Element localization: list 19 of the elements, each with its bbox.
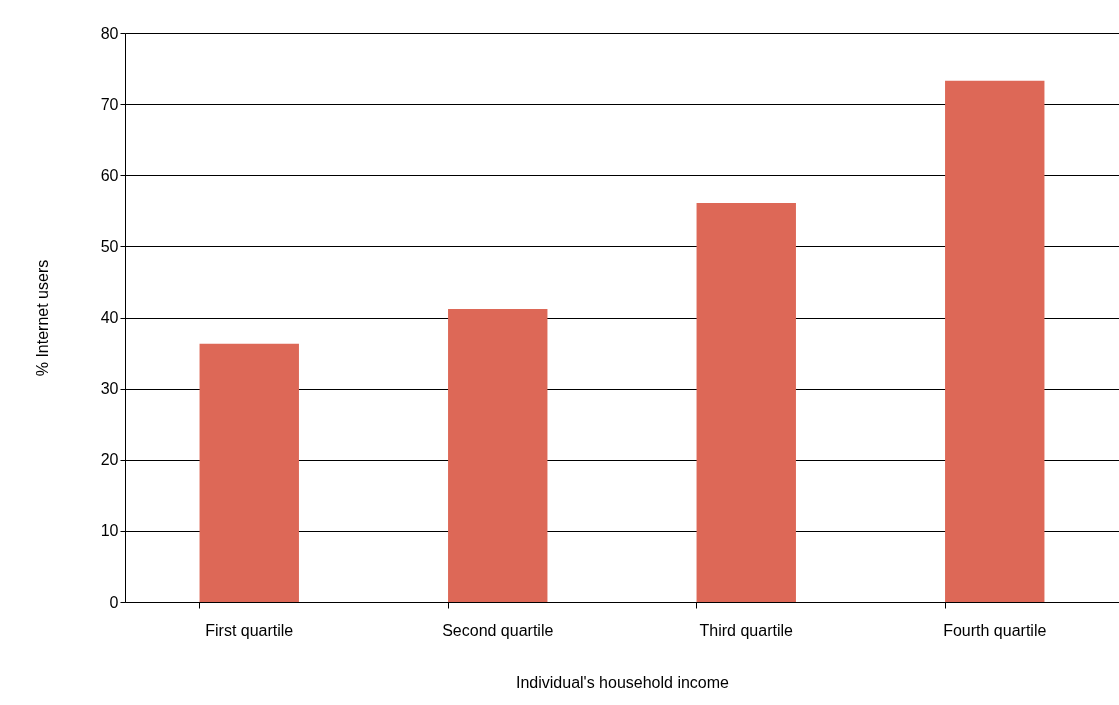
- y-tick-label: 20: [100, 451, 119, 469]
- y-tick-label: 50: [100, 237, 119, 255]
- y-tick-label: 10: [100, 522, 119, 540]
- y-tick-label: 30: [100, 380, 119, 398]
- y-tick-label: 70: [100, 95, 119, 113]
- x-tick-label: Second quartile: [442, 621, 554, 639]
- y-tick-label: 80: [100, 24, 119, 42]
- x-tick-label: Third quartile: [699, 621, 794, 639]
- bar: [945, 80, 1045, 602]
- bar: [448, 308, 548, 602]
- y-axis-title: % Internet users: [33, 259, 51, 377]
- x-tick-label: Fourth quartile: [943, 621, 1047, 639]
- y-tick-label: 60: [100, 166, 119, 184]
- bar: [696, 202, 796, 602]
- y-tick-label: 0: [109, 593, 119, 611]
- x-tick-label: First quartile: [205, 621, 294, 639]
- y-tick-label: 40: [100, 309, 119, 326]
- bar: [199, 343, 299, 602]
- x-axis-title: Individual's household income: [516, 673, 730, 691]
